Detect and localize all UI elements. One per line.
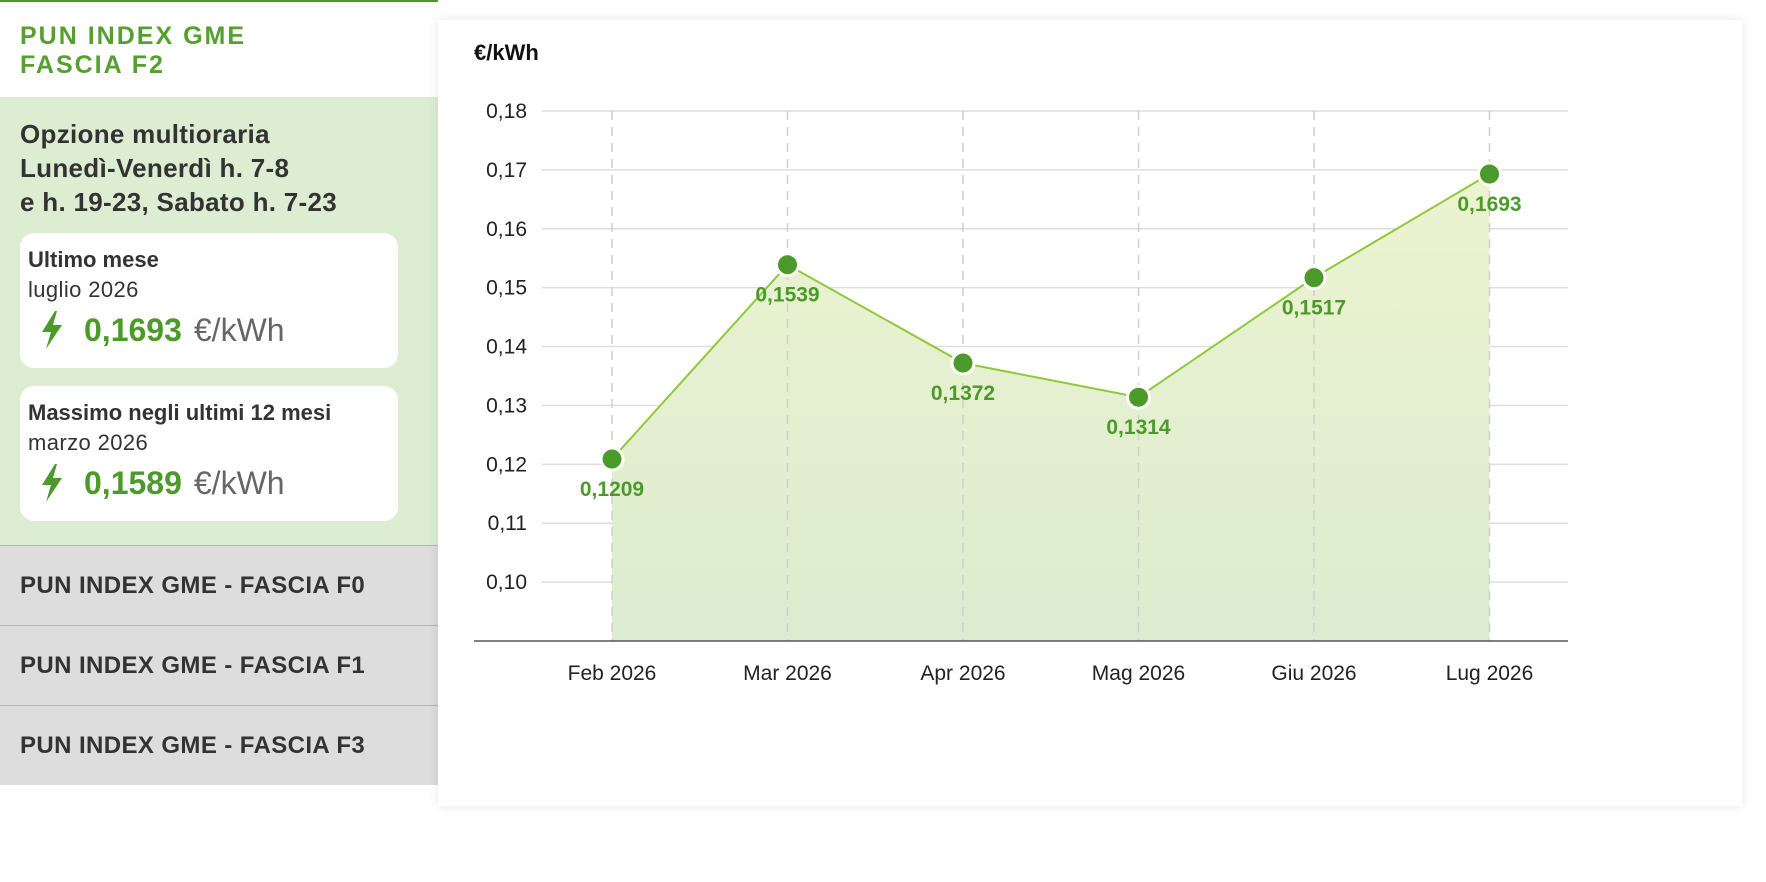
active-tab-panel: Opzione multioraria Lunedì-Venerdì h. 7-… bbox=[0, 97, 438, 545]
last-month-card: Ultimo mese luglio 2026 0,1693 €/kWh bbox=[20, 233, 398, 368]
y-tick-label: 0,13 bbox=[486, 394, 527, 417]
card-date: marzo 2026 bbox=[28, 430, 149, 455]
card-value: 0,1589 bbox=[84, 464, 182, 501]
card-date: luglio 2026 bbox=[28, 277, 139, 302]
data-label: 0,1517 bbox=[1282, 297, 1346, 320]
lightning-bolt-icon bbox=[42, 311, 62, 349]
tab-label: PUN INDEX GME - FASCIA F0 bbox=[20, 571, 366, 599]
data-point bbox=[1301, 265, 1327, 291]
series-area bbox=[612, 174, 1490, 641]
tab-label: PUN INDEX GME - FASCIA F1 bbox=[20, 651, 366, 679]
max-12-months-card: Massimo negli ultimi 12 mesi marzo 2026 … bbox=[20, 386, 398, 521]
tab-label: PUN INDEX GME - FASCIA F3 bbox=[20, 731, 366, 759]
y-tick-label: 0,16 bbox=[486, 218, 527, 241]
y-tick-label: 0,12 bbox=[486, 453, 527, 476]
chart-panel: €/kWh 0,10 0,11 0,12 0,13 0,14 0,15 0,16 0,17 0,1… bbox=[438, 20, 1742, 806]
tab-fascia-f0[interactable]: PUN INDEX GME - FASCIA F0 bbox=[0, 545, 438, 625]
sidebar: PUN INDEX GME FASCIA F2 Opzione multiora… bbox=[0, 0, 438, 806]
x-tick-label: Giu 2026 bbox=[1271, 662, 1356, 685]
x-tick-label: Mag 2026 bbox=[1092, 662, 1185, 685]
data-point bbox=[1126, 384, 1151, 410]
data-point bbox=[1477, 161, 1502, 187]
card-value: 0,1693 bbox=[84, 311, 182, 348]
y-tick-label: 0,17 bbox=[486, 159, 527, 182]
card-title: Ultimo mese bbox=[28, 247, 159, 272]
tab-fascia-f3[interactable]: PUN INDEX GME - FASCIA F3 bbox=[0, 705, 438, 785]
x-tick-label: Apr 2026 bbox=[920, 662, 1005, 685]
card-value-row: 0,1589 €/kWh bbox=[28, 464, 390, 502]
y-tick-label: 0,15 bbox=[486, 277, 527, 300]
card-title: Massimo negli ultimi 12 mesi bbox=[28, 400, 332, 425]
data-point bbox=[950, 350, 976, 376]
x-tick-label: Mar 2026 bbox=[743, 662, 832, 685]
data-label: 0,1314 bbox=[1106, 416, 1171, 439]
card-unit: €/kWh bbox=[193, 311, 285, 348]
card-value-row: 0,1693 €/kWh bbox=[28, 311, 390, 349]
y-axis-unit-label: €/kWh bbox=[474, 40, 539, 65]
active-tab-title: PUN INDEX GME FASCIA F2 bbox=[20, 22, 247, 79]
y-tick-label: 0,11 bbox=[488, 512, 527, 535]
tab-fascia-f1[interactable]: PUN INDEX GME - FASCIA F1 bbox=[0, 625, 438, 705]
data-point bbox=[599, 446, 625, 472]
active-tab-header[interactable]: PUN INDEX GME FASCIA F2 bbox=[0, 0, 438, 97]
y-tick-label: 0,18 bbox=[486, 100, 527, 123]
data-label: 0,1209 bbox=[580, 478, 644, 501]
tariff-description: Opzione multioraria Lunedì-Venerdì h. 7-… bbox=[20, 119, 338, 217]
x-tick-label: Feb 2026 bbox=[568, 662, 657, 685]
data-label: 0,1372 bbox=[931, 382, 995, 405]
y-tick-label: 0,14 bbox=[486, 336, 527, 359]
x-tick-label: Lug 2026 bbox=[1446, 662, 1534, 685]
data-label: 0,1693 bbox=[1457, 193, 1521, 216]
data-label: 0,1539 bbox=[755, 284, 819, 307]
y-tick-label: 0,10 bbox=[486, 571, 527, 594]
series-line bbox=[611, 173, 1491, 460]
lightning-bolt-icon bbox=[42, 464, 62, 502]
card-unit: €/kWh bbox=[193, 464, 285, 501]
data-point bbox=[775, 252, 800, 278]
price-chart: €/kWh 0,10 0,11 0,12 0,13 0,14 0,15 0,16 0,17 0,1… bbox=[474, 40, 1568, 685]
